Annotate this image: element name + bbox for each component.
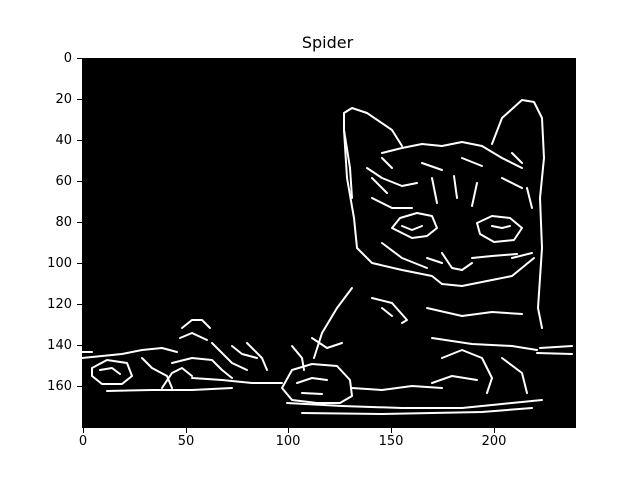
ytick-mark (77, 140, 82, 141)
ytick-mark (77, 99, 82, 100)
xtick-mark (391, 428, 392, 433)
edge-image (82, 99, 573, 415)
xtick-label: 50 (177, 434, 195, 449)
ytick-label: 100 (47, 256, 72, 271)
plot-title: Spider (301, 33, 354, 52)
ytick-label: 20 (55, 92, 72, 107)
ytick-label: 80 (55, 215, 72, 230)
xtick-mark (83, 428, 84, 433)
ytick-mark (77, 181, 82, 182)
ytick-label: 120 (47, 297, 72, 312)
ytick-label: 60 (55, 174, 72, 189)
ytick-mark (77, 304, 82, 305)
ytick-mark (77, 386, 82, 387)
ytick-label: 160 (47, 379, 72, 394)
ytick-mark (77, 58, 82, 59)
ytick-label: 140 (47, 338, 72, 353)
xtick-label: 150 (378, 434, 404, 449)
xtick-label: 100 (275, 434, 301, 449)
xtick-label: 200 (481, 434, 507, 449)
xtick-mark (494, 428, 495, 433)
ytick-mark (77, 345, 82, 346)
ytick-mark (77, 263, 82, 264)
xtick-mark (288, 428, 289, 433)
ytick-mark (77, 222, 82, 223)
ytick-label: 0 (63, 51, 72, 66)
xtick-label: 0 (78, 434, 88, 449)
xtick-mark (186, 428, 187, 433)
ytick-label: 40 (55, 133, 72, 148)
